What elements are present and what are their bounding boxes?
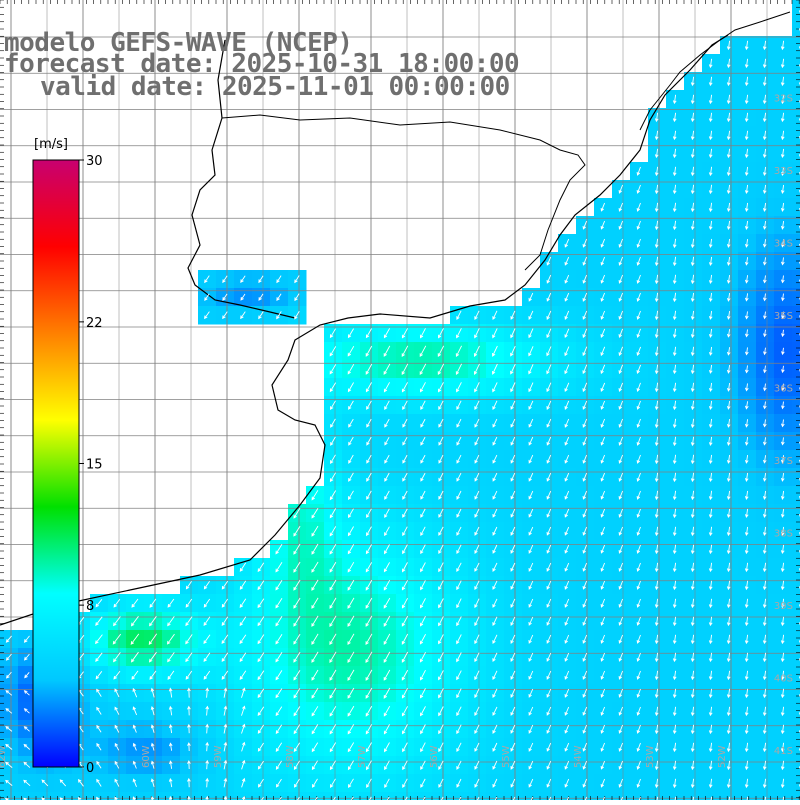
wind-cell <box>36 792 55 800</box>
wind-cell <box>792 72 800 91</box>
wind-cell <box>792 18 800 37</box>
wind-cell <box>432 792 451 800</box>
wind-cell <box>792 198 800 217</box>
wind-cell <box>792 126 800 145</box>
wind-cell <box>792 612 800 631</box>
wind-cell <box>486 792 505 800</box>
wind-cell <box>792 486 800 505</box>
latitude-label: 36S <box>774 384 793 395</box>
wind-cell <box>522 792 541 800</box>
wind-cell <box>792 792 800 800</box>
colorbar-tick-label: 22 <box>86 316 103 331</box>
latitude-label: 38S <box>774 529 793 540</box>
wind-cell <box>792 342 800 361</box>
wind-cell <box>342 792 361 800</box>
latitude-label: 41S <box>774 746 793 757</box>
wind-cell <box>792 162 800 181</box>
latitude-label: 33S <box>774 166 793 177</box>
wind-cell <box>792 234 800 253</box>
colorbar-tick-label: 15 <box>86 458 103 473</box>
wind-cell <box>792 630 800 649</box>
wind-cell <box>792 504 800 523</box>
latitude-label: 34S <box>774 239 793 250</box>
wind-cell <box>324 792 343 800</box>
wind-cell <box>576 792 595 800</box>
wind-cell <box>792 576 800 595</box>
longitude-label: 57W <box>357 745 368 768</box>
colorbar-tick-label: 0 <box>86 761 94 776</box>
wind-cell <box>72 792 91 800</box>
longitude-label: 52W <box>717 745 728 768</box>
colorbar-unit: [m/s] <box>34 137 68 152</box>
latitude-label: 39S <box>774 601 793 612</box>
colorbar-gradient <box>33 160 79 767</box>
wind-cell <box>792 36 800 55</box>
wind-cell <box>396 792 415 800</box>
wind-cell <box>792 720 800 739</box>
wind-cell <box>792 648 800 667</box>
longitude-label: 55W <box>501 745 512 768</box>
wind-cell <box>558 792 577 800</box>
wind-cell <box>594 792 613 800</box>
wind-cell <box>630 792 649 800</box>
wind-cell <box>792 306 800 325</box>
wind-cell <box>792 594 800 613</box>
title-valid-date: valid date: 2025-11-01 00:00:00 <box>40 74 510 100</box>
colorbar-tick-label: 30 <box>86 154 103 169</box>
wind-cell <box>792 90 800 109</box>
wind-cell <box>270 792 289 800</box>
wind-cell <box>612 792 631 800</box>
longitude-label: 59W <box>213 745 224 768</box>
latitude-label: 35S <box>774 311 793 322</box>
latitude-label: 32S <box>774 94 793 105</box>
longitude-label: 58W <box>285 745 296 768</box>
wind-cell <box>792 522 800 541</box>
wind-cell <box>792 378 800 397</box>
wind-cell <box>162 792 181 800</box>
longitude-label: 56W <box>429 745 440 768</box>
wind-cell <box>792 468 800 487</box>
wind-cell <box>288 792 307 800</box>
wind-cell <box>414 792 433 800</box>
colorbar-tick-label: 8 <box>86 599 94 614</box>
wind-cell <box>306 792 325 800</box>
wind-cell <box>18 792 37 800</box>
wind-cell <box>792 540 800 559</box>
longitude-label: 60W <box>141 745 152 768</box>
wind-cell <box>792 54 800 73</box>
wind-cell <box>360 792 379 800</box>
wind-cell <box>378 792 397 800</box>
longitude-label: 53W <box>645 745 656 768</box>
latitude-label: 37S <box>774 456 793 467</box>
wind-cell <box>468 792 487 800</box>
wind-cell <box>540 792 559 800</box>
wind-cell <box>504 792 523 800</box>
wind-cell <box>792 414 800 433</box>
wind-cell <box>252 792 271 800</box>
wind-cell <box>792 558 800 577</box>
longitude-label: 54W <box>573 745 584 768</box>
wind-cell <box>792 108 800 127</box>
wind-cell <box>450 792 469 800</box>
wind-cell <box>234 792 253 800</box>
longitude-label: 62W <box>0 745 8 768</box>
latitude-label: 40S <box>774 674 793 685</box>
wind-cell <box>792 0 800 19</box>
wind-cell <box>792 270 800 289</box>
wind-cell <box>0 792 19 800</box>
wind-cell <box>54 792 73 800</box>
wind-cell <box>792 756 800 775</box>
wind-cell <box>792 450 800 469</box>
wind-cell <box>792 684 800 703</box>
